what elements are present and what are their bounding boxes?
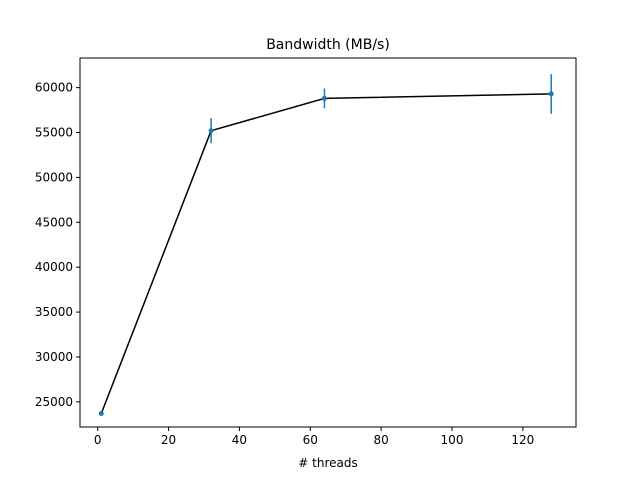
x-tick-label: 100: [441, 433, 464, 447]
y-tick-label: 45000: [35, 215, 73, 229]
x-tick-label: 0: [94, 433, 102, 447]
data-point: [548, 91, 554, 97]
plot-frame: [79, 57, 577, 428]
y-tick-label: 40000: [35, 260, 73, 274]
plot-area: [98, 74, 554, 417]
y-tick-label: 50000: [35, 170, 73, 184]
x-tick-label: 20: [161, 433, 176, 447]
y-tick-label: 35000: [35, 305, 73, 319]
x-tick-label: 120: [511, 433, 534, 447]
y-tick-label: 60000: [35, 81, 73, 95]
x-axis-label: # threads: [298, 456, 357, 470]
y-axis: 25000 30000 35000 40000 45000 50000 55000 60000: [35, 81, 80, 409]
x-tick-label: 80: [374, 433, 389, 447]
x-tick-label: 60: [303, 433, 318, 447]
x-tick-label: 40: [232, 433, 247, 447]
y-tick-label: 55000: [35, 126, 73, 140]
series-line: [100, 93, 552, 414]
chart-title: Bandwidth (MB/s): [266, 37, 390, 53]
data-point: [98, 411, 104, 417]
data-point: [208, 128, 214, 134]
y-tick-label: 30000: [35, 350, 73, 364]
x-axis: 0 20 40 60 80 100 120: [94, 427, 534, 447]
data-point: [321, 95, 327, 101]
y-tick-label: 25000: [35, 395, 73, 409]
